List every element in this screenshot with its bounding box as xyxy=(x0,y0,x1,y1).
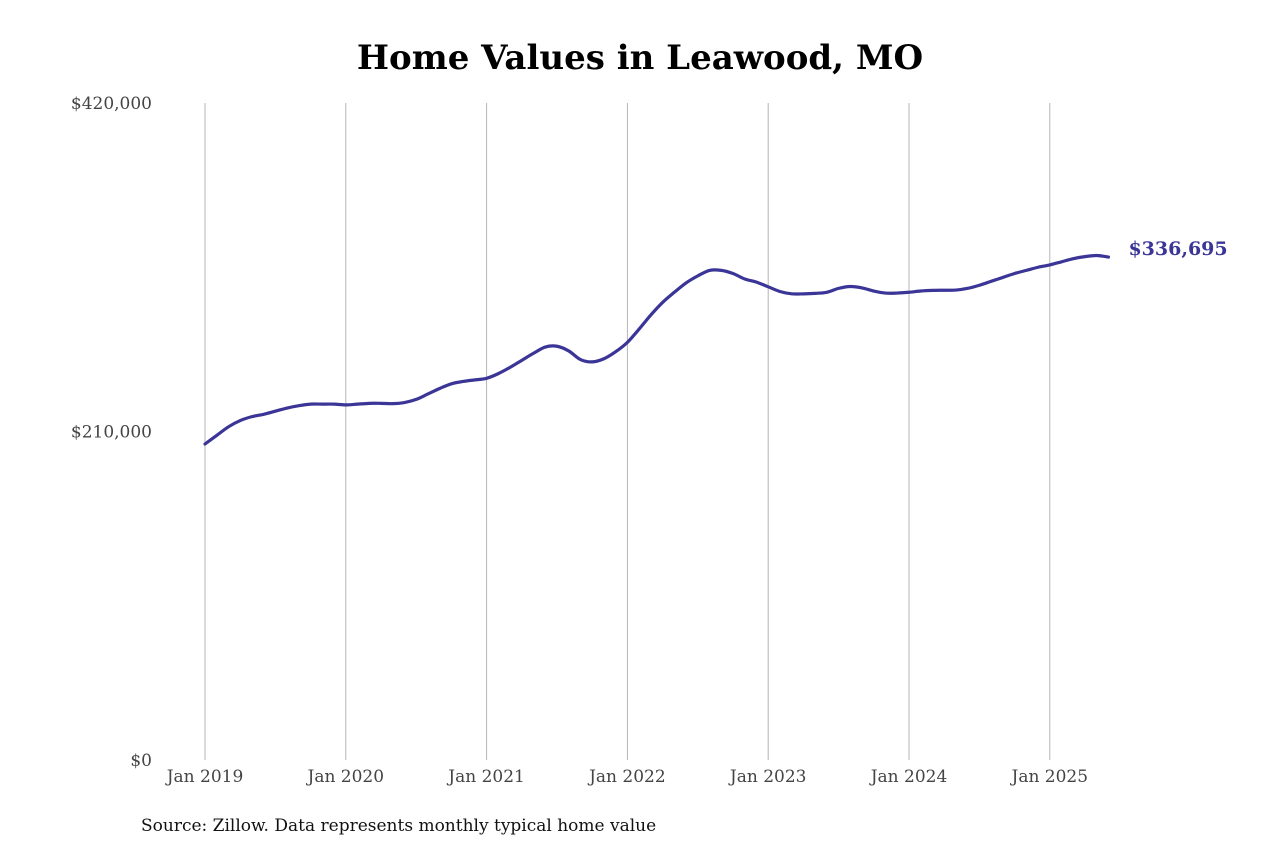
series-layer xyxy=(203,253,1111,446)
x-tick-label: Jan 2020 xyxy=(306,767,385,787)
x-axis-ticks: Jan 2019 Jan 2020 Jan 2021 Jan 2022 Jan 2023… xyxy=(165,767,1088,787)
x-tick-label: Jan 2024 xyxy=(869,767,948,787)
grid-lines xyxy=(204,103,1051,760)
y-tick-label: $0 xyxy=(130,751,152,771)
x-tick-label: Jan 2023 xyxy=(728,767,807,787)
source-note: Source: Zillow. Data represents monthly … xyxy=(141,816,657,836)
x-tick-label: Jan 2021 xyxy=(446,767,525,787)
y-tick-label: $210,000 xyxy=(71,423,152,443)
chart-title: Home Values in Leawood, MO xyxy=(356,38,924,78)
x-tick-label: Jan 2019 xyxy=(165,767,244,787)
y-tick-label: $420,000 xyxy=(71,94,152,114)
y-axis-ticks: $420,000 $210,000 $0 xyxy=(71,94,152,771)
x-tick-label: Jan 2022 xyxy=(587,767,666,787)
series-line xyxy=(203,253,1111,446)
last-value-label: $336,695 xyxy=(1128,238,1227,260)
x-tick-label: Jan 2025 xyxy=(1010,767,1089,787)
